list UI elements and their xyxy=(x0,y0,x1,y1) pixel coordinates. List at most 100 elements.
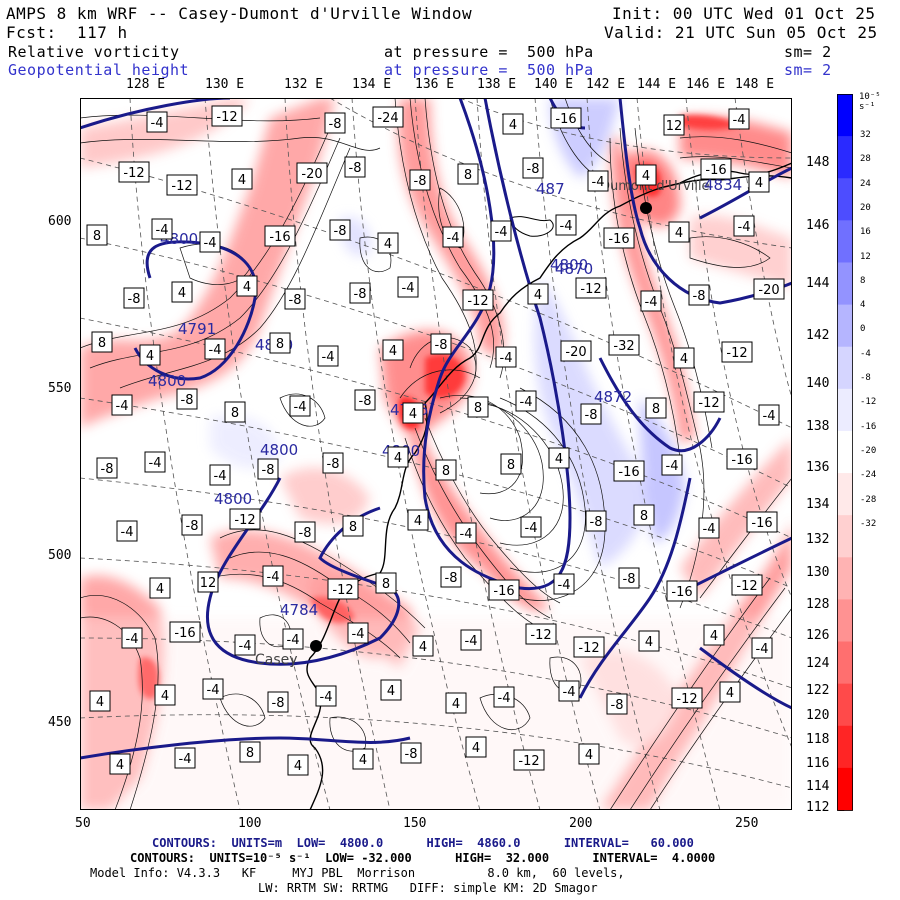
vorticity-label-box xyxy=(174,747,196,769)
vorticity-label-box xyxy=(402,402,424,424)
vorticity-label-box xyxy=(123,287,145,309)
right-lon-label: 136 E xyxy=(806,460,846,475)
vorticity-label-box xyxy=(719,681,741,703)
vorticity-map: Casey Dumont d'Urville 4800 4800 4791 48… xyxy=(80,98,792,810)
vorticity-label-text: 8 xyxy=(464,168,472,183)
vorticity-label-box xyxy=(525,623,557,645)
vorticity-label-text: -4 xyxy=(495,225,508,240)
height-label: 4800 xyxy=(214,490,252,508)
vorticity-label-text: 8 xyxy=(640,509,648,524)
vorticity-label-text: -8 xyxy=(128,292,141,307)
vorticity-label-text: -16 xyxy=(671,585,692,600)
vorticity-label-text: -4 xyxy=(294,400,307,415)
vorticity-label-text: 8 xyxy=(246,746,254,761)
colorbar-unit: 10⁻⁵ s⁻¹ xyxy=(859,92,881,112)
footer-line2-b: HIGH= 32.000 xyxy=(455,851,550,865)
vorticity-label-box xyxy=(324,112,346,134)
vorticity-label-text: 4 xyxy=(452,697,460,712)
vorticity-label-box xyxy=(224,401,246,423)
footer-line2-a: CONTOURS: UNITS=10⁻⁵ s⁻¹ LOW= -32.000 xyxy=(130,851,412,865)
vorticity-label-text: -8 xyxy=(590,515,603,530)
vorticity-label-text: -16 xyxy=(493,584,514,599)
vorticity-label-text: 4 xyxy=(294,759,302,774)
colorbar-cell xyxy=(837,430,853,474)
colorbar-label: 0 xyxy=(860,324,866,335)
vorticity-label-box xyxy=(111,394,133,416)
x-axis-label: 50 xyxy=(75,816,91,831)
colorbar-cell xyxy=(837,94,853,137)
top-lon-label: 128 E xyxy=(126,77,166,92)
vorticity-label-box xyxy=(580,403,602,425)
field1-smoothing: sm= 2 xyxy=(784,43,832,61)
vorticity-label-text: -4 xyxy=(666,459,679,474)
vorticity-label-box xyxy=(633,504,655,526)
vorticity-label-box xyxy=(294,521,316,543)
forecast-hour: Fcst: 117 h xyxy=(6,23,128,42)
vorticity-label-text: -4 xyxy=(209,343,222,358)
right-lon-label: 118 E xyxy=(806,732,846,747)
vorticity-label-text: -4 xyxy=(520,395,533,410)
vorticity-label-text: -8 xyxy=(693,289,706,304)
vorticity-label-text: 4 xyxy=(585,748,593,763)
field2-level: at pressure = 500 hPa xyxy=(384,61,594,79)
colorbar-label: -8 xyxy=(860,373,871,383)
vorticity-label-text: -4 xyxy=(763,409,776,424)
dumont-durville-station-marker[interactable] xyxy=(640,202,652,214)
vorticity-label-text: 4 xyxy=(146,349,154,364)
casey-station-marker[interactable] xyxy=(310,640,322,652)
right-lon-label: 148 E xyxy=(806,155,846,170)
vorticity-label-box xyxy=(121,627,143,649)
vorticity-label-box xyxy=(154,684,176,706)
colorbar-label: 16 xyxy=(860,227,871,238)
right-lon-label: 142 E xyxy=(806,328,846,343)
vorticity-label-text: -8 xyxy=(611,698,624,713)
vorticity-label-text: -12 xyxy=(580,282,601,297)
vorticity-label-box xyxy=(289,395,311,417)
vorticity-label-text: -4 xyxy=(322,350,335,365)
colorbar-cell xyxy=(837,641,853,685)
height-label: 4872 xyxy=(594,388,632,406)
vorticity-label-box xyxy=(149,577,171,599)
vorticity-label-text: -8 xyxy=(289,293,302,308)
vorticity-label-box xyxy=(204,338,226,360)
height-label: 4870 xyxy=(555,260,593,278)
vorticity-label-box xyxy=(575,277,607,299)
coastline xyxy=(306,175,792,810)
vorticity-label-text: 4 xyxy=(472,741,480,756)
vorticity-label-text: -4 xyxy=(465,634,478,649)
vorticity-label-box xyxy=(585,510,607,532)
map-title: AMPS 8 km WRF -- Casey-Dumont d'Urville … xyxy=(6,4,473,23)
vorticity-label-text: -4 xyxy=(560,219,573,234)
vorticity-label-box xyxy=(635,164,657,186)
vorticity-label-box xyxy=(603,227,635,249)
vorticity-label-box xyxy=(282,628,304,650)
vorticity-label-text: 4 xyxy=(384,237,392,252)
vorticity-label-text: -12 xyxy=(171,179,192,194)
vorticity-label-box xyxy=(465,736,487,758)
right-lon-label: 128 E xyxy=(806,597,846,612)
vorticity-label-text: -8 xyxy=(299,526,312,541)
vorticity-label-box xyxy=(520,516,542,538)
vorticity-label-text: -4 xyxy=(126,632,139,647)
colorbar-label: -16 xyxy=(860,421,877,432)
vorticity-label-text: -12 xyxy=(726,346,747,361)
vorticity-label-text: -12 xyxy=(467,294,488,309)
vorticity-label-box xyxy=(315,685,337,707)
vorticity-label-box xyxy=(344,156,366,178)
vorticity-label-text: -8 xyxy=(186,519,199,534)
right-lon-label: 112 E xyxy=(806,800,846,815)
vorticity-label-text: -16 xyxy=(608,232,629,247)
vorticity-label-text: 4 xyxy=(359,753,367,768)
vorticity-label-text: -16 xyxy=(174,626,195,641)
vorticity-label-text: -12 xyxy=(676,692,697,707)
vorticity-label-text: 4 xyxy=(178,286,186,301)
colorbar-cell xyxy=(837,683,853,727)
init-time: Init: 00 UTC Wed 01 Oct 25 xyxy=(612,4,876,23)
vorticity-label-box xyxy=(527,283,549,305)
vorticity-label-text: -4 xyxy=(500,351,513,366)
vorticity-label-text: -8 xyxy=(405,747,418,762)
vorticity-label-text: -8 xyxy=(349,161,362,176)
vorticity-label-text: 4 xyxy=(238,173,246,188)
vorticity-label-text: -4 xyxy=(239,639,252,654)
colorbar-label: 32 xyxy=(860,130,871,140)
